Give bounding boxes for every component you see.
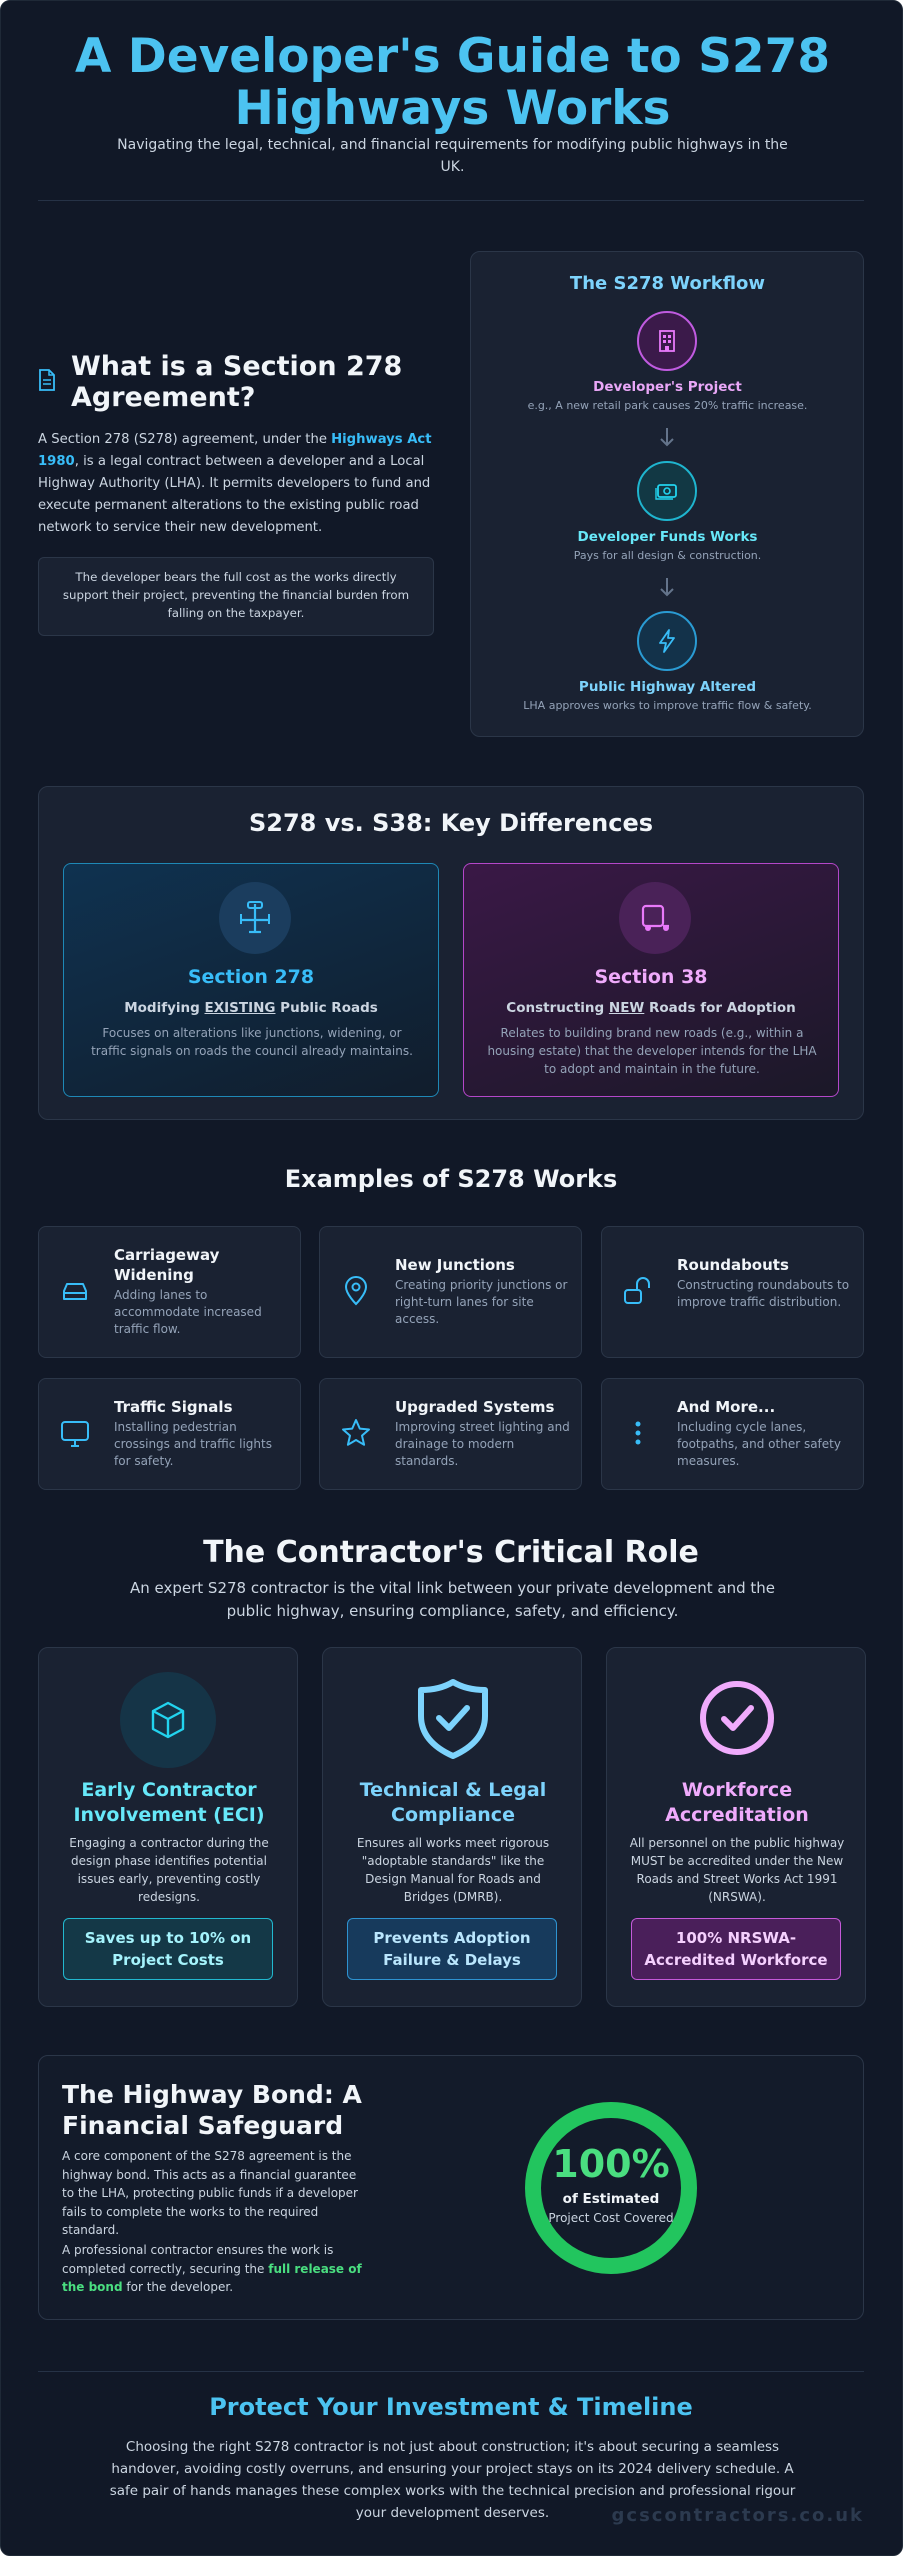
- check-circle-icon: [700, 1681, 774, 1755]
- differences-title: S278 vs. S38: Key Differences: [248, 809, 654, 837]
- footer-text: Choosing the right S278 contractor is no…: [109, 2439, 796, 2521]
- examples-title: Examples of S278 Works: [284, 1165, 618, 1193]
- divider: [38, 200, 864, 201]
- example-card: Carriageway Widening Adding lanes to acc…: [38, 1226, 301, 1358]
- workflow-step-label: Developer Funds Works: [577, 529, 758, 545]
- highway-bond-card: [38, 2055, 864, 2320]
- workflow-step-label: Developer's Project: [593, 379, 742, 395]
- monitor-icon: [61, 1421, 89, 1447]
- divider: [38, 2371, 864, 2372]
- gauge-value: 100%: [552, 2142, 670, 2186]
- bond-coverage-gauge: [525, 2102, 697, 2274]
- role-card-badge: Saves up to 10% on Project Costs: [63, 1918, 273, 1980]
- cost-note: The developer bears the full cost as the…: [38, 557, 434, 636]
- example-card: New Junctions Creating priority junction…: [319, 1226, 582, 1358]
- page-subtitle: Navigating the legal, technical, and fin…: [117, 137, 788, 175]
- bond-title: The Highway Bond: A Financial Safeguard: [62, 2080, 362, 2140]
- example-desc: Installing pedestrian crossings and traf…: [114, 1420, 272, 1468]
- role-card-desc: Ensures all works meet rigorous "adoptab…: [356, 1836, 550, 1904]
- example-card: Roundabouts Constructing roundabouts to …: [601, 1226, 864, 1358]
- role-card-desc: All personnel on the public highway MUST…: [629, 1836, 845, 1904]
- workflow-title: The S278 Workflow: [569, 273, 766, 294]
- s38-comparison-card: Section 38 Constructing NEW Roads for Ad…: [463, 863, 839, 1097]
- role-card-badge: Prevents Adoption Failure & Delays: [347, 1918, 557, 1980]
- document-icon: [39, 369, 55, 391]
- padlock-icon: [624, 1277, 650, 1304]
- money-icon: [637, 461, 697, 521]
- role-card-eci: Early Contractor Involvement (ECI) Engag…: [38, 1647, 298, 2007]
- workflow-step-desc: e.g., A new retail park causes 20% traff…: [527, 399, 808, 412]
- truck-icon: [619, 882, 691, 954]
- role-card-desc: Engaging a contractor during the design …: [69, 1836, 269, 1904]
- workflow-step-desc: LHA approves works to improve traffic fl…: [523, 699, 812, 712]
- intro-paragraph: A Section 278 (S278) agreement, under th…: [38, 432, 432, 535]
- example-desc: Improving street lighting and drainage t…: [395, 1420, 570, 1468]
- bond-paragraph: A core component of the S278 agreement i…: [62, 2149, 358, 2237]
- workflow-step-label: Public Highway Altered: [578, 679, 757, 695]
- example-title: Roundabouts: [677, 1256, 789, 1274]
- example-title: Carriageway Widening: [114, 1246, 220, 1284]
- example-desc: Constructing roundabouts to improve traf…: [677, 1278, 850, 1309]
- watermark: gcscontractors.co.uk: [611, 2505, 864, 2526]
- example-title: New Junctions: [395, 1256, 515, 1274]
- car-icon: [63, 1283, 87, 1300]
- s38-heading: Section 38: [594, 966, 708, 988]
- example-desc: Adding lanes to accommodate increased tr…: [114, 1288, 262, 1336]
- contractor-subtitle: An expert S278 contractor is the vital l…: [129, 1579, 775, 1620]
- bond-release-highlight: full release of the bond: [62, 2261, 362, 2295]
- arrow-down-icon: [660, 428, 674, 447]
- example-card: Traffic Signals Installing pedestrian cr…: [38, 1378, 301, 1490]
- example-title: Traffic Signals: [114, 1398, 233, 1416]
- s278-comparison-card: Section 278 Modifying EXISTING Public Ro…: [63, 863, 439, 1097]
- role-card-badge: 100% NRSWA-Accredited Workforce: [631, 1918, 841, 1980]
- contractor-title: The Contractor's Critical Role: [203, 1535, 699, 1570]
- section-heading-what-is-s278: What is a Section 278 Agreement?: [71, 351, 403, 413]
- cube-icon: [120, 1672, 216, 1768]
- more-icon: [635, 1421, 641, 1445]
- example-title: Upgraded Systems: [395, 1398, 555, 1416]
- s38-description: Relates to building brand new roads (e.g…: [487, 1026, 817, 1076]
- page-title: A Developer's Guide to S278 Highways Wor…: [74, 29, 831, 136]
- gauge-caption: Project Cost Covered: [548, 2211, 674, 2225]
- example-desc: Creating priority junctions or right-tur…: [395, 1278, 568, 1326]
- star-icon: [342, 1419, 370, 1446]
- example-desc: Including cycle lanes, footpaths, and ot…: [677, 1420, 841, 1468]
- road-signs-icon: [219, 882, 291, 954]
- role-card-title: Early Contractor Involvement (ECI): [73, 1779, 265, 1826]
- s278-description: Focuses on alterations like junctions, w…: [91, 1026, 413, 1058]
- footer-title: Protect Your Investment & Timeline: [209, 2393, 693, 2421]
- bond-paragraph: A professional contractor ensures the wo…: [62, 2243, 362, 2295]
- role-card-accreditation: Workforce Accreditation All personnel on…: [606, 1647, 866, 2007]
- s278-heading: Section 278: [187, 966, 315, 988]
- s278-subheading: Modifying EXISTING Public Roads: [124, 1000, 378, 1016]
- example-title: And More...: [677, 1398, 776, 1416]
- shield-check-icon: [418, 1679, 488, 1759]
- map-pin-icon: [344, 1276, 368, 1306]
- role-card-title: Workforce Accreditation: [665, 1779, 809, 1826]
- bolt-icon: [637, 611, 697, 671]
- arrow-down-icon: [660, 578, 674, 597]
- example-card: Upgraded Systems Improving street lighti…: [319, 1378, 582, 1490]
- role-card-compliance: Technical & Legal Compliance Ensures all…: [322, 1647, 582, 2007]
- gauge-label: of Estimated: [562, 2191, 660, 2207]
- building-icon: [637, 311, 697, 371]
- s38-subheading: Constructing NEW Roads for Adoption: [506, 1000, 796, 1016]
- highways-act-highlight: Highways Act 1980: [38, 432, 432, 469]
- role-card-title: Technical & Legal Compliance: [359, 1779, 547, 1826]
- workflow-step-desc: Pays for all design & construction.: [573, 549, 762, 562]
- example-card: And More... Including cycle lanes, footp…: [601, 1378, 864, 1490]
